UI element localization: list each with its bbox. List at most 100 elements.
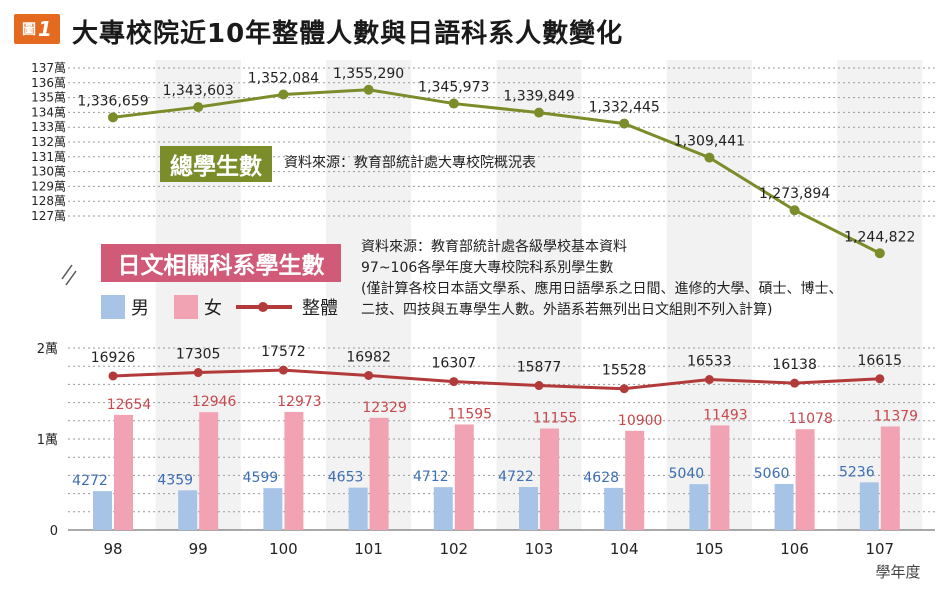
source-note-japanese: 資料來源：教育部統計處各級學校基本資料 97~106各學年度大專校院科系別學生數… — [361, 237, 842, 321]
male-bar — [178, 490, 198, 530]
total-point — [193, 102, 204, 113]
overall-point — [619, 384, 629, 394]
x-tick-label: 101 — [354, 540, 383, 558]
overall-point — [704, 375, 714, 385]
x-tick-label: 103 — [525, 540, 554, 558]
overall-value-label: 16926 — [91, 350, 136, 366]
total-value-label: 1,352,084 — [248, 71, 319, 87]
total-point — [704, 152, 715, 163]
x-tick-label: 100 — [269, 540, 298, 558]
male-value-label: 5040 — [669, 466, 705, 482]
male-bar — [93, 491, 112, 530]
overall-point — [875, 374, 885, 384]
legend-overall-label: 整體 — [302, 298, 338, 319]
overall-value-label: 16982 — [346, 349, 391, 365]
total-point — [448, 98, 459, 109]
y-tick-label-japanese: 0 — [50, 524, 58, 539]
total-value-label: 1,309,441 — [674, 134, 745, 150]
background-band — [496, 60, 582, 530]
y-tick-label-total: 129萬 — [31, 179, 66, 193]
male-bar — [348, 487, 368, 530]
y-tick-label-total: 131萬 — [31, 150, 66, 164]
male-value-label: 4628 — [583, 470, 619, 486]
male-bar — [689, 484, 709, 530]
y-tick-label-total: 127萬 — [31, 209, 66, 223]
source-line: 二技、四技與五專學生人數。外語系若無列出日文組則不列入計算) — [361, 302, 773, 318]
overall-value-label: 17305 — [176, 347, 221, 363]
legend-female-label: 女 — [204, 298, 222, 319]
x-axis-title: 學年度 — [875, 563, 920, 581]
chart-title: 大專校院近10年整體人數與日語科系人數變化 — [72, 19, 624, 49]
x-tick-label: 98 — [103, 540, 122, 558]
total-value-label: 1,273,894 — [759, 186, 830, 202]
overall-line — [112, 368, 880, 391]
male-value-label: 4272 — [72, 473, 108, 489]
female-value-label: 10900 — [618, 413, 663, 429]
y-tick-label-total: 128萬 — [31, 194, 66, 208]
male-value-label: 4653 — [328, 470, 364, 486]
male-value-label: 4599 — [243, 470, 279, 486]
background-band — [155, 60, 241, 530]
overall-value-label: 16138 — [772, 357, 817, 373]
y-tick-label-total: 133萬 — [31, 120, 66, 134]
japanese-students-label: 日文相關科系學生數 — [101, 244, 341, 282]
legend-male-label: 男 — [131, 298, 149, 319]
x-tick-label: 107 — [865, 540, 894, 558]
total-students-line — [112, 88, 881, 255]
total-value-label: 1,336,659 — [77, 93, 148, 109]
overall-point — [364, 370, 374, 380]
female-bar — [199, 412, 219, 530]
male-bar — [604, 487, 624, 530]
male-value-label: 4359 — [157, 472, 193, 488]
overall-point — [108, 371, 118, 381]
background-band — [326, 60, 412, 530]
female-value-label: 11379 — [874, 408, 919, 424]
y-tick-label-total: 134萬 — [31, 105, 66, 119]
total-point — [108, 112, 118, 123]
male-bar — [774, 483, 794, 530]
legend-female: 女 — [174, 294, 222, 320]
male-value-label: 4722 — [498, 469, 534, 485]
female-value-label: 12329 — [362, 400, 407, 416]
legend-overall: 整體 — [236, 294, 338, 320]
x-tick-label: 99 — [189, 540, 208, 558]
source-line: 97~106各學年度大專校院科系別學生數 — [361, 260, 614, 276]
overall-value-label: 16615 — [858, 353, 903, 369]
overall-value-label: 16533 — [687, 354, 732, 370]
total-point — [534, 107, 544, 118]
legend-female-swatch — [174, 295, 198, 319]
legend-male: 男 — [101, 294, 149, 320]
male-bar — [263, 488, 283, 530]
male-value-label: 5236 — [839, 464, 875, 480]
overall-point — [278, 365, 288, 375]
y-tick-label-total: 130萬 — [31, 165, 66, 179]
female-bar — [880, 426, 900, 530]
overall-value-label: 16307 — [432, 356, 477, 372]
figure-badge-prefix: 圖 — [22, 22, 37, 38]
background-band — [666, 60, 752, 530]
y-tick-label-total: 135萬 — [31, 91, 66, 105]
overall-value-label: 15528 — [602, 363, 647, 379]
female-bar — [454, 424, 474, 530]
female-bar — [540, 428, 559, 530]
female-value-label: 11595 — [448, 406, 493, 422]
female-value-label: 12946 — [192, 394, 237, 410]
source-line: (僅計算各校日本語文學系、應用日語學系之日間、進修的大學、碩士、博士、 — [361, 281, 843, 297]
total-value-label: 1,339,849 — [503, 89, 574, 105]
male-bar — [433, 487, 453, 530]
female-bar — [284, 411, 304, 530]
total-point — [363, 84, 374, 95]
total-value-label: 1,244,822 — [844, 229, 915, 245]
male-value-label: 5060 — [754, 466, 790, 482]
male-value-label: 4712 — [413, 469, 449, 485]
y-tick-label-japanese: 2萬 — [37, 342, 58, 357]
y-tick-label-japanese: 1萬 — [37, 433, 58, 448]
total-point — [619, 118, 630, 129]
total-point — [874, 248, 885, 259]
female-value-label: 11493 — [703, 407, 748, 423]
overall-point — [790, 378, 800, 388]
total-students-label: 總學生數 — [160, 146, 272, 182]
